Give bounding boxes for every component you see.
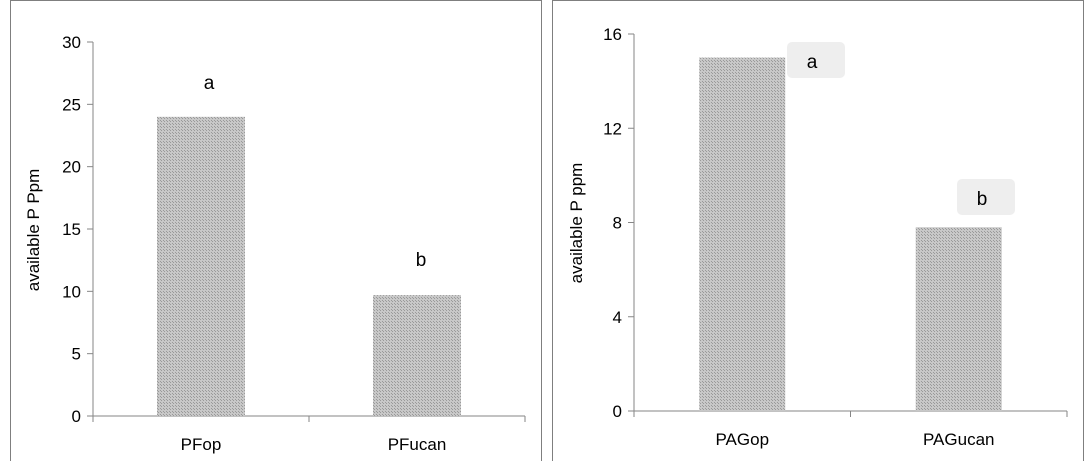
y-axis-title: available P ppm <box>567 163 586 284</box>
bar-pagucan <box>915 227 1002 411</box>
annotation-box <box>787 42 845 78</box>
significance-label: b <box>416 250 427 271</box>
bar-pfucan <box>373 295 461 416</box>
x-tick-label: PFucan <box>388 435 447 454</box>
x-tick-label: PAGop <box>715 430 769 449</box>
bar-chart-left: available P Ppm 0 5 10 15 20 25 30 PFop a PFucan b <box>24 33 526 454</box>
y-axis-title: available P Ppm <box>24 169 43 292</box>
y-tick-label: 25 <box>62 95 81 114</box>
y-tick-label: 8 <box>613 214 622 233</box>
significance-label: a <box>204 73 215 94</box>
x-tick-label: PFop <box>181 435 222 454</box>
significance-label: a <box>807 52 818 73</box>
y-tick-label: 30 <box>62 33 81 52</box>
y-tick-label: 16 <box>603 25 622 44</box>
x-tick-label: PAGucan <box>923 430 995 449</box>
y-tick-label: 0 <box>72 407 81 426</box>
y-tick-label: 10 <box>62 282 81 301</box>
significance-label: b <box>977 189 988 210</box>
bar-pagop <box>699 57 786 411</box>
y-tick-label: 12 <box>603 119 622 138</box>
y-tick-label: 15 <box>62 220 81 239</box>
y-tick-label: 0 <box>613 402 622 421</box>
y-tick-label: 4 <box>613 308 622 327</box>
y-tick-label: 20 <box>62 158 81 177</box>
bar-chart-right: available P ppm 0 4 8 12 16 PAGop a PAGucan b <box>567 25 1068 449</box>
bar-pfop <box>157 116 245 417</box>
chart-panel-right: available P ppm 0 4 8 12 16 PAGop a PAGucan b <box>552 0 1084 461</box>
y-tick-label: 5 <box>72 345 81 364</box>
annotation-box <box>957 179 1015 215</box>
chart-panel-left: available P Ppm 0 5 10 15 20 25 30 PFop a PFucan b <box>10 0 542 461</box>
